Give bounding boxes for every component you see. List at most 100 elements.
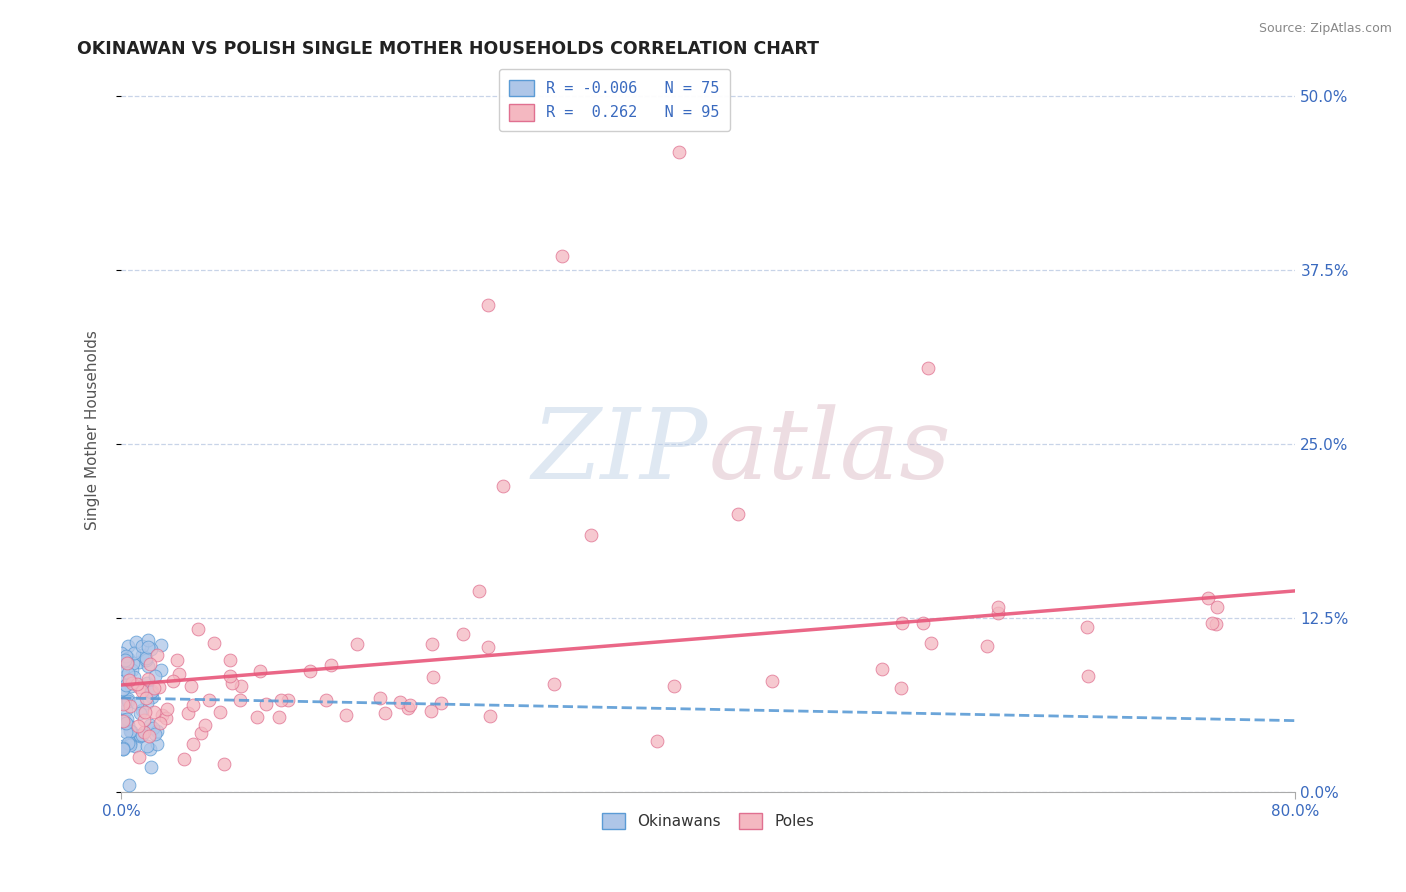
Point [117, 665, 139, 680]
Point [890, 681, 912, 695]
Point [135, 696, 157, 710]
Point [114, 653, 136, 667]
Point [148, 680, 170, 694]
Point [131, 683, 153, 698]
Point [112, 739, 135, 754]
Point [141, 684, 163, 698]
Point [194, 718, 217, 732]
Y-axis label: Single Mother Households: Single Mother Households [86, 330, 100, 530]
Point [430, 696, 453, 710]
Point [117, 673, 139, 688]
Point [118, 778, 141, 792]
Point [115, 655, 138, 669]
Point [136, 658, 159, 673]
Point [335, 707, 357, 722]
Point [277, 693, 299, 707]
Point [139, 760, 162, 774]
Point [146, 724, 169, 739]
Point [131, 639, 153, 653]
Point [231, 679, 253, 693]
Point [645, 734, 668, 748]
Point [118, 735, 141, 749]
Point [190, 726, 212, 740]
Point [131, 648, 153, 662]
Point [141, 690, 163, 705]
Point [422, 670, 444, 684]
Point [477, 640, 499, 655]
Point [117, 717, 139, 731]
Point [134, 713, 156, 727]
Point [662, 679, 685, 693]
Point [111, 740, 134, 755]
Point [124, 646, 146, 660]
Point [120, 724, 142, 739]
Point [254, 697, 277, 711]
Point [112, 697, 135, 711]
Text: Source: ZipAtlas.com: Source: ZipAtlas.com [1258, 22, 1392, 36]
Point [135, 739, 157, 754]
Point [187, 623, 209, 637]
Point [117, 651, 139, 665]
Point [668, 145, 690, 159]
Point [135, 653, 157, 667]
Point [976, 639, 998, 653]
Text: OKINAWAN VS POLISH SINGLE MOTHER HOUSEHOLDS CORRELATION CHART: OKINAWAN VS POLISH SINGLE MOTHER HOUSEHO… [77, 40, 820, 58]
Point [149, 716, 172, 731]
Point [870, 662, 893, 676]
Point [112, 714, 135, 729]
Point [911, 615, 934, 630]
Point [120, 724, 142, 739]
Point [136, 632, 159, 647]
Point [134, 705, 156, 719]
Point [115, 649, 138, 664]
Point [114, 653, 136, 667]
Point [477, 298, 499, 312]
Point [299, 665, 322, 679]
Point [111, 742, 134, 756]
Point [917, 360, 939, 375]
Point [143, 681, 166, 695]
Point [112, 670, 135, 684]
Point [142, 721, 165, 735]
Point [111, 697, 134, 711]
Point [249, 664, 271, 678]
Point [270, 693, 292, 707]
Point [114, 704, 136, 718]
Point [420, 704, 443, 718]
Point [124, 739, 146, 753]
Point [121, 727, 143, 741]
Point [167, 666, 190, 681]
Point [131, 728, 153, 742]
Point [374, 706, 396, 720]
Point [121, 664, 143, 678]
Point [891, 615, 914, 630]
Point [131, 703, 153, 717]
Point [150, 639, 173, 653]
Point [987, 599, 1010, 614]
Point [114, 725, 136, 739]
Point [138, 729, 160, 743]
Point [128, 680, 150, 694]
Point [1201, 615, 1223, 630]
Point [125, 696, 148, 710]
Point [180, 679, 202, 693]
Point [228, 692, 250, 706]
Point [543, 677, 565, 691]
Point [117, 736, 139, 750]
Point [136, 672, 159, 686]
Point [120, 699, 142, 714]
Point [143, 669, 166, 683]
Point [112, 662, 135, 676]
Point [197, 692, 219, 706]
Point [315, 693, 337, 707]
Point [128, 729, 150, 743]
Point [162, 673, 184, 688]
Point [492, 479, 515, 493]
Point [139, 718, 162, 732]
Point [115, 712, 138, 726]
Point [115, 716, 138, 731]
Point [398, 698, 420, 712]
Text: atlas: atlas [709, 404, 950, 500]
Point [920, 636, 942, 650]
Point [181, 737, 204, 751]
